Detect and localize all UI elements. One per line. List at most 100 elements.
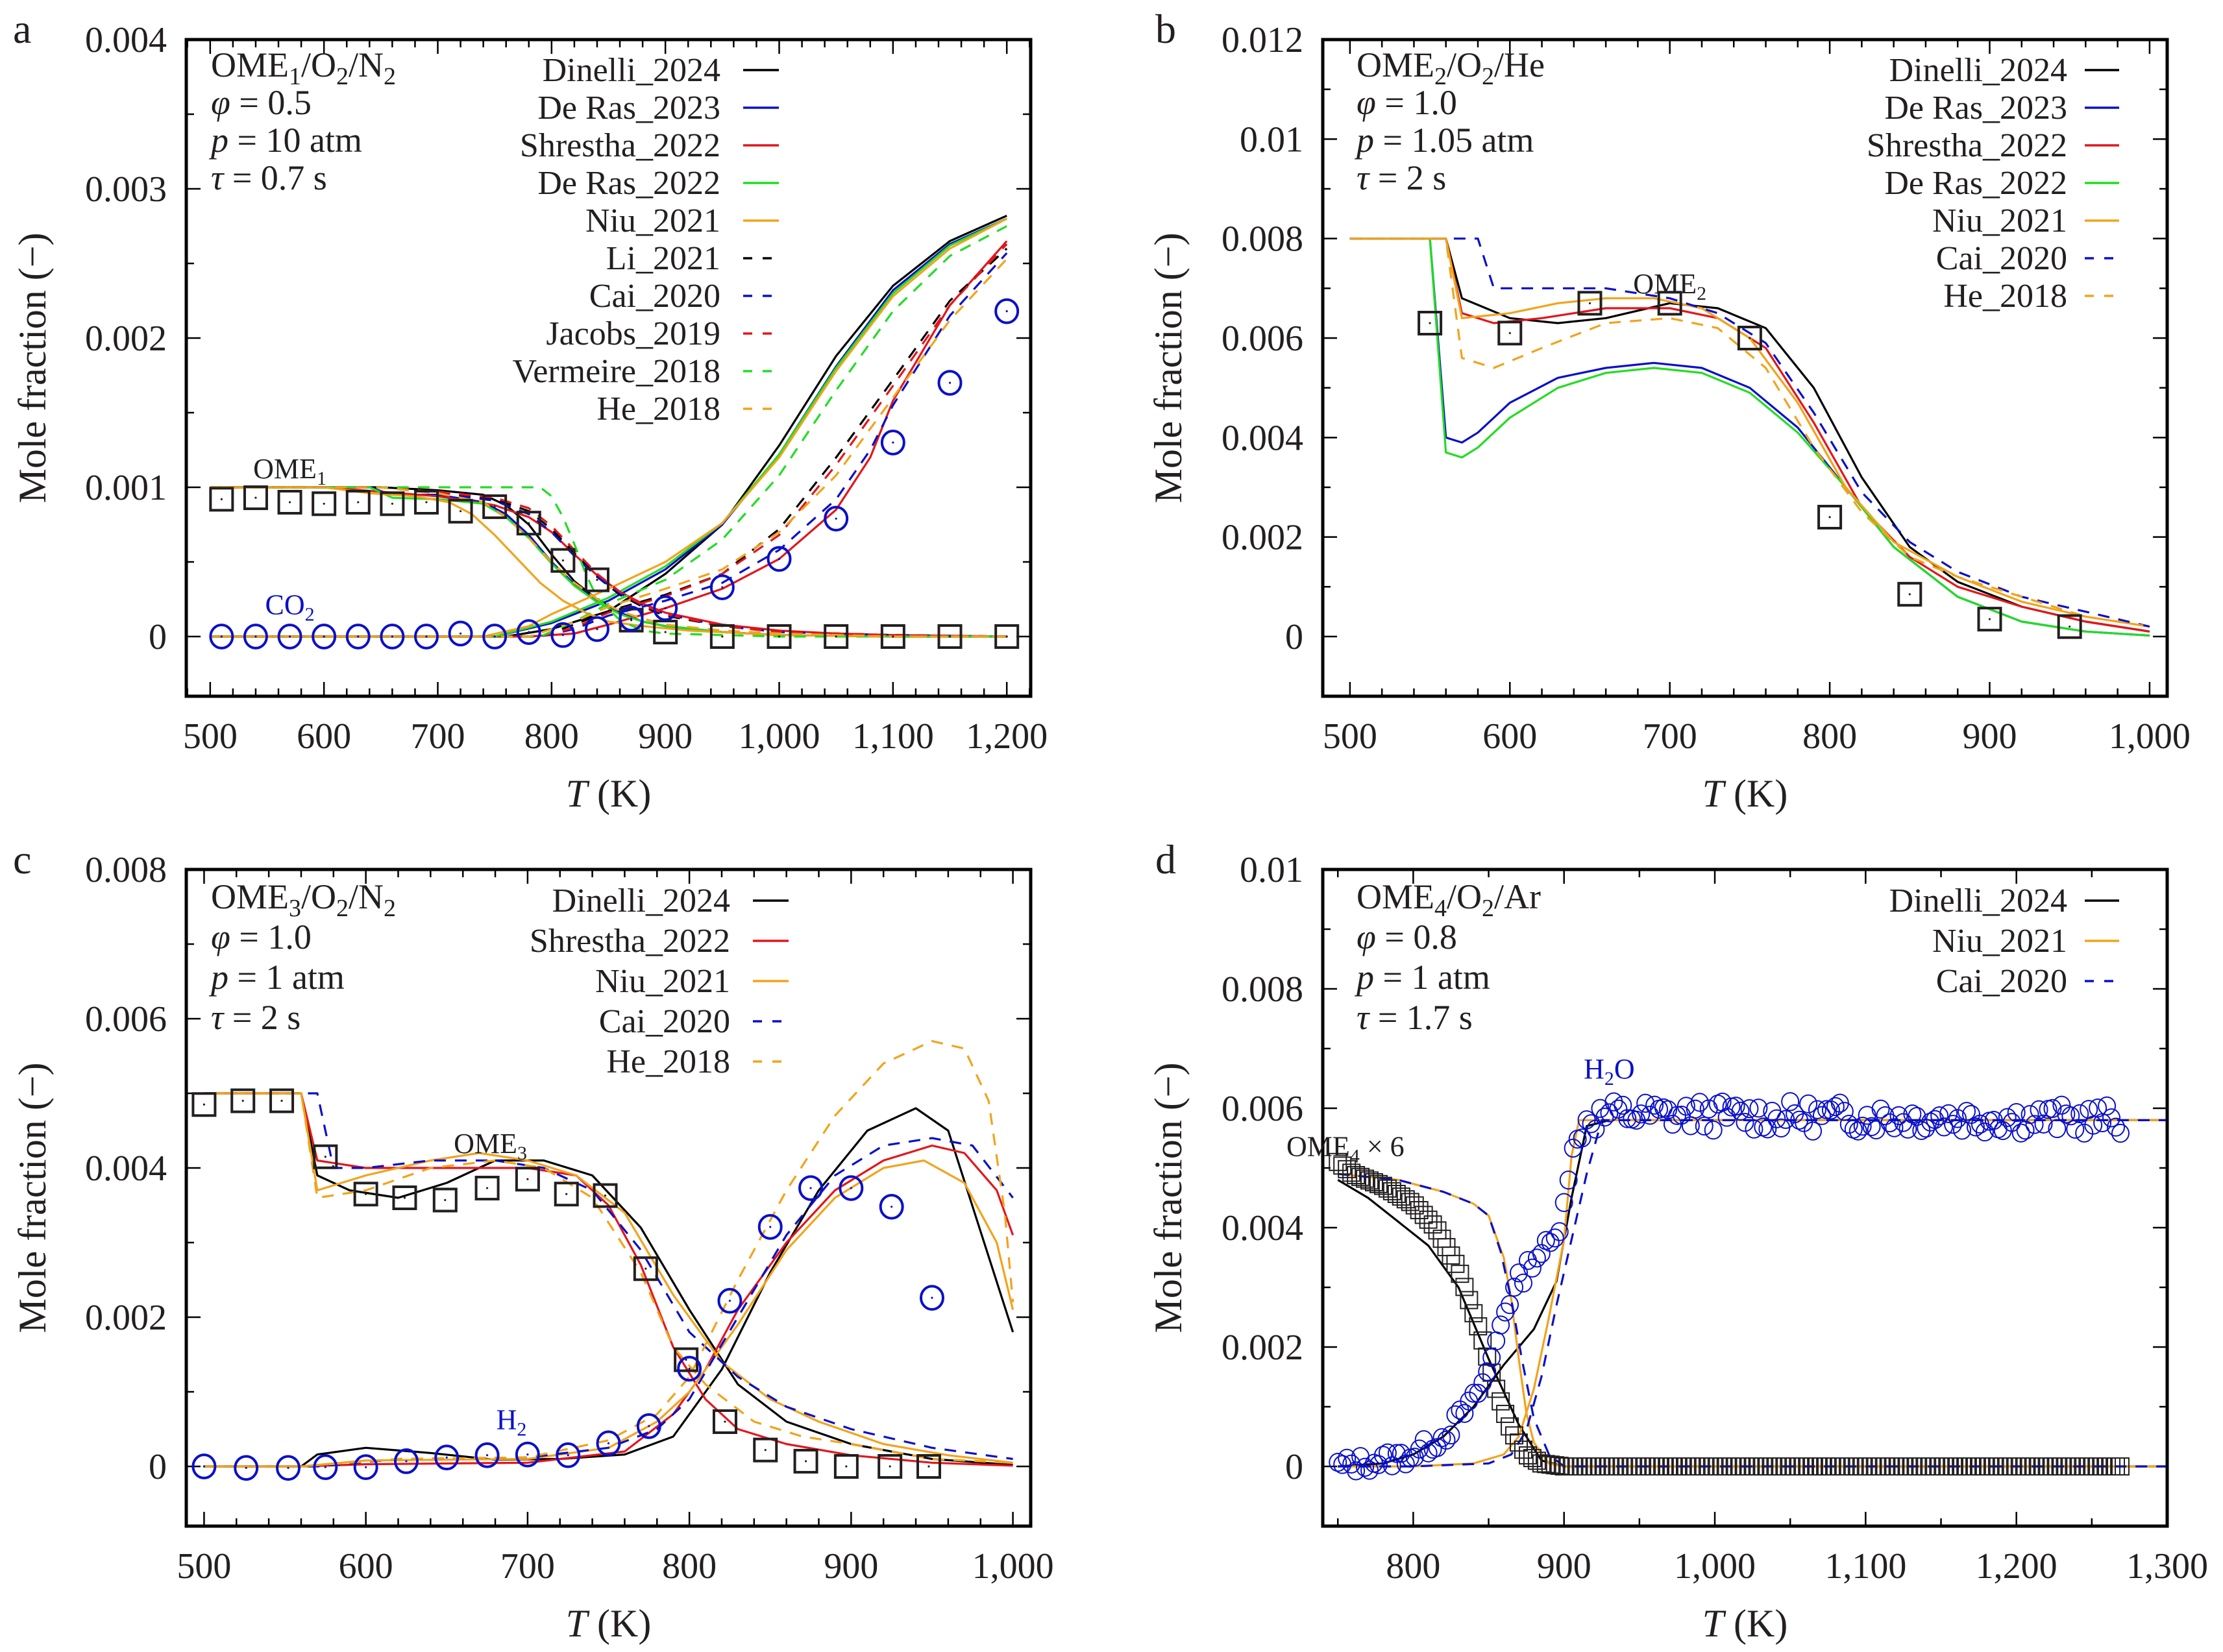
series-line-de-ras-2023 bbox=[210, 486, 1007, 638]
data-point-circle bbox=[1736, 1113, 1754, 1132]
data-point-circle bbox=[413, 624, 439, 650]
legend-label: De Ras_2023 bbox=[537, 90, 720, 127]
data-point-square bbox=[1737, 326, 1762, 350]
data-point-circle bbox=[550, 622, 576, 648]
series-line-vermeire-2018 bbox=[210, 225, 1007, 638]
data-point-circle bbox=[1790, 1110, 1809, 1130]
mixture-oxidizer: /O bbox=[301, 877, 336, 916]
data-point-circle bbox=[516, 619, 541, 645]
y-tick-label: 0.006 bbox=[85, 999, 167, 1039]
data-point-circle bbox=[1726, 1097, 1745, 1116]
data-point-circle bbox=[556, 1442, 581, 1468]
data-point-circle bbox=[277, 624, 302, 650]
data-point-circle bbox=[1958, 1102, 1976, 1121]
condition-symbol: p bbox=[1354, 958, 1374, 997]
data-point-center bbox=[835, 635, 837, 638]
data-point-circle bbox=[1419, 1443, 1438, 1463]
data-point-circle bbox=[1767, 1109, 1786, 1128]
condition-label: p = 10 atm bbox=[208, 121, 362, 160]
series-line-he-2018 bbox=[204, 1092, 1013, 1464]
series-line-jacobs-2019 bbox=[210, 486, 1007, 638]
x-axis-unit: (K) bbox=[1724, 1602, 1787, 1645]
data-point-center bbox=[664, 607, 667, 609]
data-point-circle bbox=[1808, 1100, 1827, 1119]
subscript: 2 bbox=[336, 895, 349, 922]
data-point-square bbox=[753, 1437, 778, 1463]
series-line-niu-2021 bbox=[204, 1092, 1013, 1464]
data-point-circle bbox=[1373, 1446, 1392, 1465]
data-point-center bbox=[764, 1449, 767, 1452]
data-point-circle bbox=[1564, 1138, 1582, 1158]
x-tick-label: 800 bbox=[1802, 716, 1857, 757]
y-tick-label: 0.004 bbox=[1222, 418, 1303, 458]
data-point-center bbox=[948, 635, 952, 638]
data-point-circle bbox=[1523, 1258, 1541, 1278]
data-point-circle bbox=[1930, 1106, 1949, 1126]
plot-area bbox=[1329, 1092, 2167, 1481]
data-point-square bbox=[209, 487, 234, 512]
data-point-center bbox=[1669, 302, 1671, 304]
legend-label: Dinelli_2024 bbox=[1889, 52, 2067, 89]
x-tick-label: 800 bbox=[1386, 1546, 1440, 1586]
data-point-center bbox=[526, 1178, 529, 1180]
series-line-dinelli-2024 bbox=[204, 1107, 1014, 1468]
data-point-center bbox=[445, 1456, 448, 1459]
data-point-circle bbox=[1676, 1097, 1695, 1116]
data-point-circle bbox=[1776, 1110, 1795, 1129]
data-point-center bbox=[721, 635, 724, 638]
data-point-center bbox=[425, 635, 428, 638]
data-point-circle bbox=[1614, 1095, 1632, 1115]
data-point-circle bbox=[653, 595, 678, 622]
data-point-square bbox=[709, 624, 735, 649]
data-point-center bbox=[459, 632, 462, 635]
subscript: 4 bbox=[1434, 895, 1447, 922]
data-point-circle bbox=[1862, 1117, 1881, 1136]
legend-label: Dinelli_2024 bbox=[543, 52, 720, 89]
data-point-circle bbox=[1998, 1108, 2017, 1127]
y-tick-label: 0.002 bbox=[85, 1298, 167, 1338]
data-point-circle bbox=[1740, 1099, 1759, 1119]
y-tick-label: 0.004 bbox=[1222, 1208, 1303, 1248]
legend-item: Jacobs_2019 bbox=[546, 315, 779, 352]
data-point-circle bbox=[2011, 1123, 2030, 1143]
data-point-square bbox=[1817, 505, 1843, 529]
legend-item: Vermeire_2018 bbox=[512, 353, 779, 390]
series-line-shrestha-2022 bbox=[210, 240, 1008, 638]
data-point-center bbox=[778, 557, 781, 561]
condition-label: φ = 1.0 bbox=[211, 917, 312, 956]
data-point-circle bbox=[1745, 1119, 1763, 1139]
data-point-circle bbox=[2034, 1114, 2053, 1134]
data-point-square bbox=[269, 1088, 295, 1113]
data-point-circle bbox=[619, 605, 644, 632]
y-tick-label: 0.002 bbox=[1222, 518, 1303, 558]
data-point-circle bbox=[2007, 1102, 2026, 1123]
data-point-circle bbox=[1442, 1425, 1460, 1445]
species-name: H bbox=[497, 1404, 517, 1436]
legend-label: Cai_2020 bbox=[589, 278, 720, 315]
series-line-niu-2021 bbox=[1349, 237, 2150, 628]
data-point-square bbox=[312, 491, 337, 516]
mixture-label: OME2/O2/He bbox=[1357, 45, 1545, 90]
data-point-center bbox=[357, 635, 360, 638]
series-line-dinelli-2024 bbox=[210, 486, 1007, 638]
mixture-oxidizer: /O bbox=[1447, 877, 1482, 916]
y-tick-label: 0 bbox=[1285, 617, 1303, 657]
data-point-circle bbox=[879, 1193, 904, 1220]
data-point-square bbox=[1455, 1278, 1474, 1296]
data-point-square bbox=[230, 1088, 256, 1113]
data-point-circle bbox=[1618, 1109, 1637, 1128]
data-point-square bbox=[833, 1454, 859, 1479]
data-point-circle bbox=[448, 620, 473, 647]
data-point-circle bbox=[243, 624, 268, 650]
subscript: 2 bbox=[384, 895, 396, 922]
mixture-diluent: /He bbox=[1494, 45, 1545, 84]
data-point-square bbox=[1460, 1291, 1479, 1309]
subscript: 4 bbox=[1350, 1146, 1360, 1167]
legend-item: Niu_2021 bbox=[595, 963, 789, 1000]
data-point-circle bbox=[757, 1214, 783, 1240]
species-name: OME bbox=[1286, 1131, 1350, 1163]
data-point-circle bbox=[1704, 1121, 1723, 1140]
subscript: 2 bbox=[305, 604, 315, 626]
legend-item: Niu_2021 bbox=[1932, 923, 2119, 960]
data-point-square bbox=[313, 1144, 338, 1169]
